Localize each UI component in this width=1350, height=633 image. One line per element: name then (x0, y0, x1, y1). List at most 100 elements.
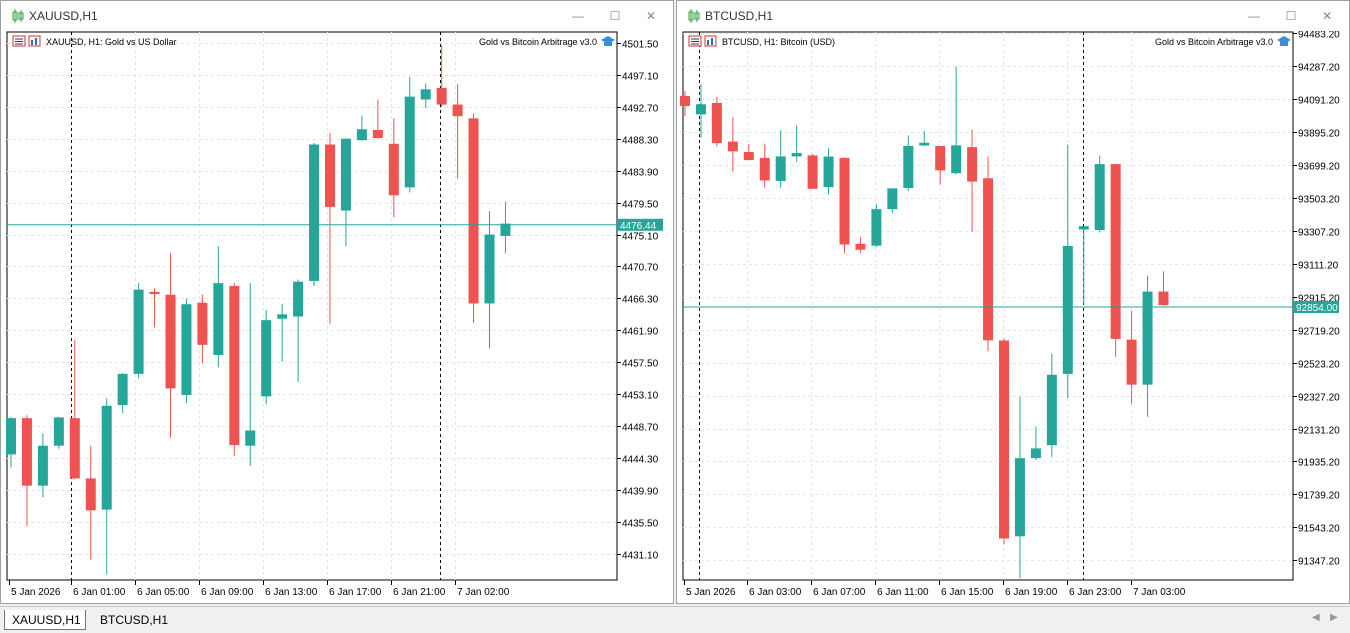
bull-candle[interactable] (791, 125, 802, 162)
bull-candle[interactable] (871, 203, 882, 248)
bull-candle[interactable] (484, 211, 495, 349)
bull-candle[interactable] (1078, 226, 1089, 305)
candle-body (919, 142, 930, 146)
trade-menu-icon[interactable] (688, 35, 702, 47)
bear-candle[interactable] (1126, 311, 1137, 405)
candle-body (356, 129, 367, 141)
scroll-right-icon[interactable]: ▶ (1330, 612, 1338, 623)
bull-candle[interactable] (420, 83, 431, 109)
window-titlebar[interactable]: BTCUSD,H1 — ☐ ✕ (677, 1, 1349, 31)
bull-candle[interactable] (101, 398, 112, 575)
bull-candle[interactable] (356, 115, 367, 141)
chart-properties-icon[interactable] (28, 35, 41, 47)
bear-candle[interactable] (197, 294, 208, 363)
btcusd-price-chart[interactable]: 94483.20 94287.20 94091.20 93895.20 93699.20… (677, 31, 1349, 603)
minimize-button[interactable]: — (1248, 9, 1260, 23)
bull-candle[interactable] (277, 304, 288, 362)
chart-properties-icon[interactable] (704, 35, 717, 47)
bull-candle[interactable] (37, 433, 48, 498)
tab-btcusd[interactable]: BTCUSD,H1 (100, 613, 169, 627)
candle-body (436, 87, 447, 105)
bull-candle[interactable] (53, 416, 64, 449)
bear-candle[interactable] (855, 237, 866, 253)
bear-candle[interactable] (372, 99, 383, 139)
bull-candle[interactable] (6, 416, 16, 468)
candle-body (1062, 245, 1073, 374)
bear-candle[interactable] (839, 157, 850, 254)
bear-candle[interactable] (388, 118, 399, 218)
bear-candle[interactable] (680, 90, 690, 117)
bull-candle[interactable] (1046, 353, 1057, 457)
bear-candle[interactable] (983, 156, 994, 352)
bear-candle[interactable] (807, 154, 818, 189)
bull-candle[interactable] (695, 84, 706, 138)
bear-candle[interactable] (452, 84, 463, 179)
bull-candle[interactable] (887, 188, 898, 213)
price-label: 91543.20 (1298, 524, 1340, 535)
bull-candle[interactable] (1030, 426, 1041, 461)
price-label: 92523.20 (1298, 360, 1340, 371)
bear-candle[interactable] (325, 132, 335, 324)
bull-candle[interactable] (903, 135, 914, 192)
bull-candle[interactable] (261, 309, 272, 405)
xauusd-chart-window[interactable]: XAUUSD,H1 — ☐ ✕ 4501.50 4497.10 4492.70 448… (0, 0, 674, 604)
bear-candle[interactable] (165, 253, 176, 438)
bull-candle[interactable] (213, 246, 224, 368)
bear-candle[interactable] (21, 415, 32, 527)
bear-candle[interactable] (1110, 163, 1121, 357)
bull-candle[interactable] (1142, 275, 1153, 417)
btcusd-chart-window[interactable]: BTCUSD,H1 — ☐ ✕ 94483.20 94287.20 94091.20… (676, 0, 1350, 604)
tab-xauusd[interactable]: XAUUSD,H1 (4, 610, 86, 630)
bull-candle[interactable] (181, 298, 192, 403)
bear-candle[interactable] (711, 97, 722, 147)
graduation-cap-icon[interactable] (1277, 36, 1291, 46)
candle-body (340, 138, 351, 211)
bear-candle[interactable] (149, 288, 160, 328)
price-label: 4435.50 (622, 519, 659, 530)
plot-area[interactable] (6, 31, 618, 581)
bull-candle[interactable] (919, 130, 930, 147)
bear-candle[interactable] (436, 45, 447, 107)
bear-candle[interactable] (69, 339, 80, 480)
bull-candle[interactable] (500, 201, 511, 254)
bull-candle[interactable] (1062, 144, 1073, 398)
bull-candle[interactable] (823, 148, 834, 195)
close-button[interactable]: ✕ (1321, 9, 1333, 23)
bull-candle[interactable] (775, 130, 786, 188)
bull-candle[interactable] (293, 279, 304, 382)
bull-candle[interactable] (404, 77, 415, 193)
bear-candle[interactable] (85, 445, 96, 560)
bear-candle[interactable] (999, 338, 1009, 545)
bull-candle[interactable] (309, 143, 320, 287)
candle-body (85, 478, 96, 511)
bull-candle[interactable] (133, 283, 144, 379)
bear-candle[interactable] (743, 143, 754, 161)
maximize-button[interactable]: ☐ (1285, 9, 1297, 23)
bull-candle[interactable] (340, 138, 351, 247)
bull-candle[interactable] (117, 373, 128, 414)
time-label: 6 Jan 19:00 (1005, 587, 1058, 598)
bull-candle[interactable] (245, 283, 256, 467)
bear-candle[interactable] (468, 113, 479, 324)
window-titlebar[interactable]: XAUUSD,H1 — ☐ ✕ (1, 1, 673, 31)
bear-candle[interactable] (1158, 271, 1169, 306)
bull-candle[interactable] (1014, 396, 1025, 579)
price-label: 93503.20 (1298, 195, 1340, 206)
bear-candle[interactable] (727, 117, 738, 172)
scroll-left-icon[interactable]: ◀ (1312, 612, 1320, 623)
xauusd-price-chart[interactable]: 4501.50 4497.10 4492.70 4488.30 4483.90 4479.… (1, 31, 673, 603)
bear-candle[interactable] (229, 283, 240, 456)
close-button[interactable]: ✕ (645, 9, 657, 23)
bear-candle[interactable] (759, 143, 770, 189)
candle-body (871, 209, 882, 246)
bear-candle[interactable] (967, 129, 978, 233)
price-label: 93111.20 (1298, 261, 1339, 272)
maximize-button[interactable]: ☐ (609, 9, 621, 23)
price-label: 91739.20 (1298, 491, 1340, 502)
minimize-button[interactable]: — (572, 9, 584, 23)
trade-menu-icon[interactable] (12, 35, 26, 47)
bull-candle[interactable] (1094, 155, 1105, 233)
graduation-cap-icon[interactable] (601, 36, 615, 46)
bear-candle[interactable] (935, 145, 946, 185)
bull-candle[interactable] (951, 66, 962, 175)
